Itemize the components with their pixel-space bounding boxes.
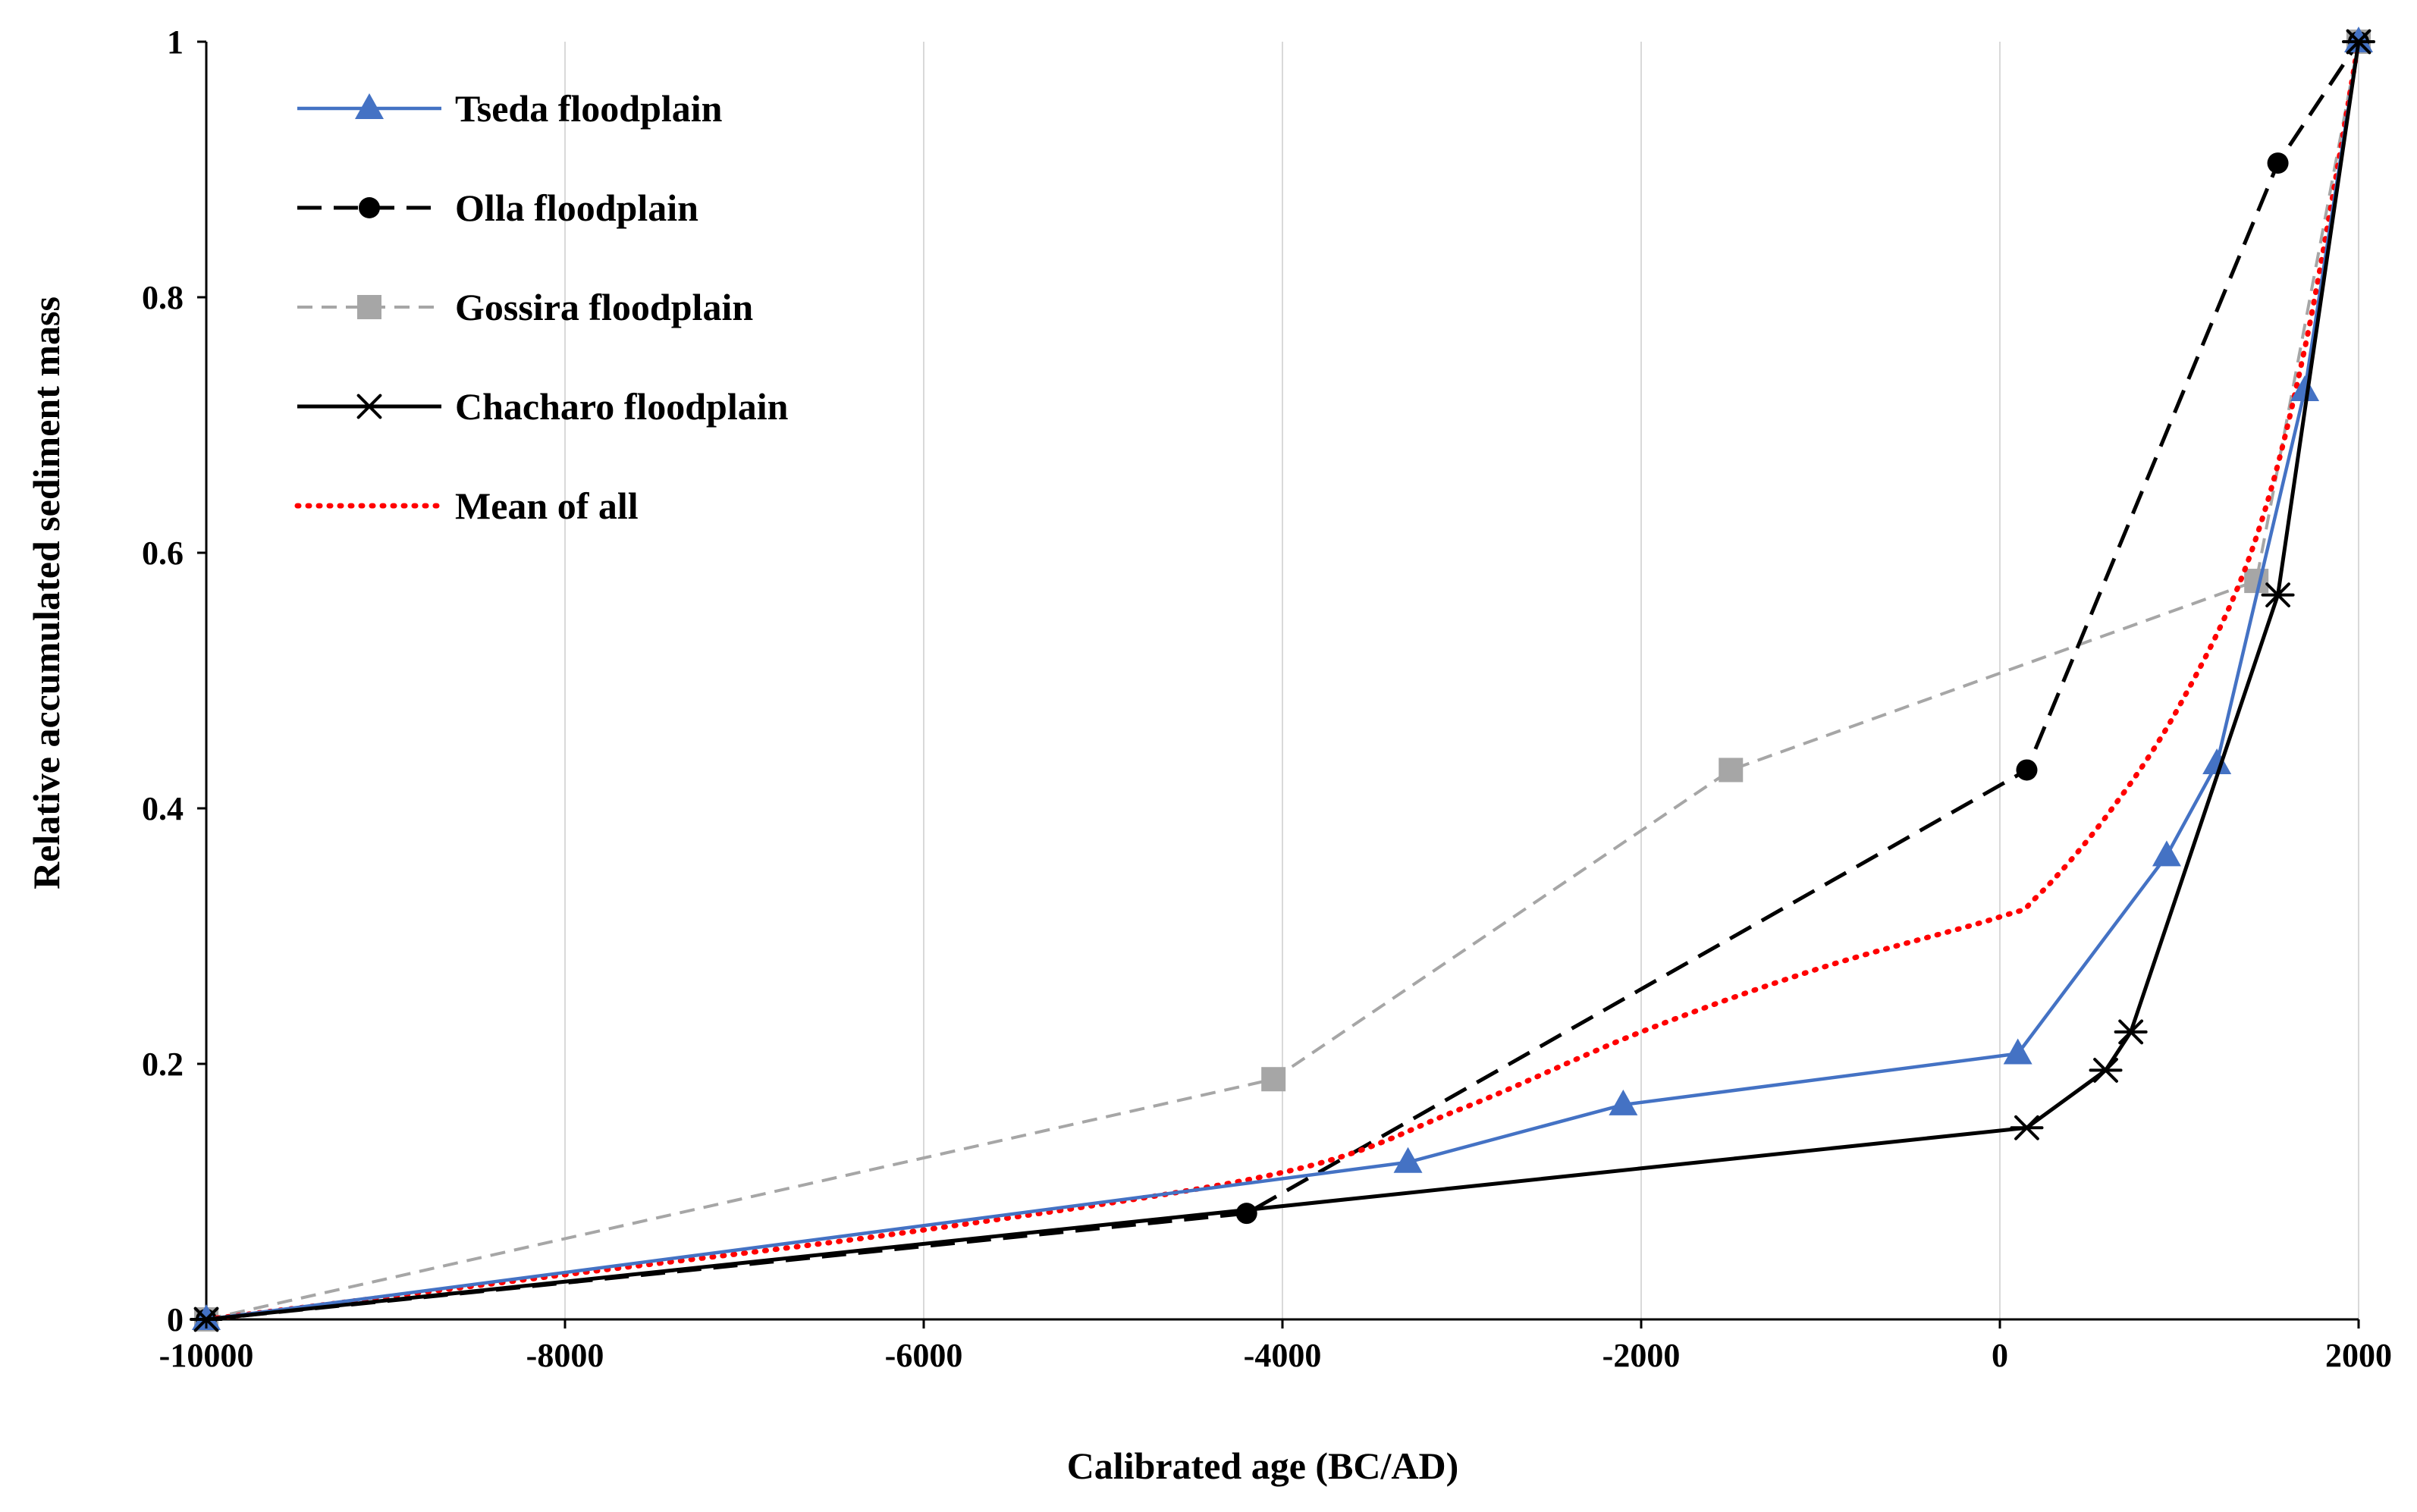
grid-layer (206, 42, 2359, 1319)
y-tick-label: 0.2 (142, 1046, 184, 1083)
legend-swatch-marker (359, 197, 380, 218)
y-tick-label: 0.6 (142, 535, 184, 572)
legend-item-gossira-floodplain: Gossira floodplain (297, 286, 753, 328)
legend-swatch-marker (353, 394, 386, 419)
asterisk-stroke (2093, 1058, 2118, 1083)
data-point-tseda-floodplain (2003, 1038, 2032, 1065)
data-point-olla-floodplain (2267, 152, 2289, 174)
data-point-gossira-floodplain (1719, 758, 1744, 783)
legend-label: Tseda floodplain (455, 87, 723, 130)
asterisk-stroke (2265, 582, 2290, 608)
y-tick-label: 0.8 (142, 279, 184, 316)
data-point-tseda-floodplain (2152, 840, 2181, 867)
legend-label: Chacharo floodplain (455, 385, 789, 428)
series-line-tseda-floodplain (206, 41, 2361, 1322)
legend-label: Mean of all (455, 485, 639, 527)
asterisk-stroke (2346, 29, 2371, 55)
legend-swatch-marker (357, 295, 381, 319)
data-point-chacharo-floodplain (2261, 582, 2295, 608)
legend-swatch-marker (355, 93, 384, 119)
data-point-tseda-floodplain (1609, 1089, 1638, 1115)
legend-item-olla-floodplain: Olla floodplain (297, 187, 698, 229)
asterisk-stroke (2118, 1019, 2144, 1045)
x-tick-label: -2000 (1602, 1337, 1681, 1374)
data-point-olla-floodplain (2016, 759, 2038, 781)
legend-label: Olla floodplain (455, 187, 698, 229)
series-layer (190, 27, 2375, 1332)
legend: Tseda floodplain Olla floodplain Gossira f… (294, 87, 789, 527)
legend-item-mean-of-all: Mean of all (294, 485, 639, 527)
data-point-chacharo-floodplain (2010, 1115, 2044, 1140)
x-tick-label: -8000 (526, 1337, 604, 1374)
y-tick-label: 1 (167, 24, 184, 61)
asterisk-stroke (2014, 1115, 2039, 1140)
series-line-gossira-floodplain (206, 41, 2360, 1321)
x-tick-label: -10000 (159, 1337, 254, 1374)
asterisk-stroke (356, 394, 382, 419)
x-axis-title: Calibrated age (BC/AD) (1067, 1445, 1459, 1487)
ticks-layer: -10000 -8000 -6000 -4000 -2000 0 2000 0 0.2 0.4 0.… (142, 24, 2392, 1374)
data-point-tseda-floodplain (192, 1304, 221, 1330)
data-point-chacharo-floodplain (2114, 1019, 2148, 1045)
series-tseda-floodplain (192, 27, 2373, 1330)
data-point-gossira-floodplain (1261, 1067, 1286, 1092)
x-tick-label: -6000 (885, 1337, 963, 1374)
series-line-mean-of-all (203, 39, 2362, 1322)
data-point-tseda-floodplain (2344, 27, 2373, 52)
series-line-chacharo-floodplain (206, 41, 2361, 1322)
legend-label: Gossira floodplain (455, 286, 753, 328)
data-point-tseda-floodplain (2202, 748, 2232, 775)
data-point-tseda-floodplain (1393, 1147, 1423, 1173)
legend-item-tseda-floodplain: Tseda floodplain (297, 87, 723, 130)
y-tick-label: 0 (167, 1301, 184, 1338)
x-tick-label: -4000 (1244, 1337, 1322, 1374)
x-tick-label: 2000 (2325, 1337, 2392, 1374)
series-mean-of-all (203, 39, 2362, 1322)
legend-item-chacharo-floodplain: Chacharo floodplain (297, 385, 789, 428)
data-point-chacharo-floodplain (2089, 1058, 2123, 1083)
data-point-olla-floodplain (1235, 1203, 1257, 1225)
y-tick-label: 0.4 (142, 790, 184, 827)
data-point-tseda-floodplain (2290, 375, 2320, 402)
data-point-chacharo-floodplain (2342, 29, 2375, 55)
x-tick-label: 0 (1992, 1337, 2008, 1374)
y-axis-title: Relative accumulated sediment mass (25, 296, 67, 889)
